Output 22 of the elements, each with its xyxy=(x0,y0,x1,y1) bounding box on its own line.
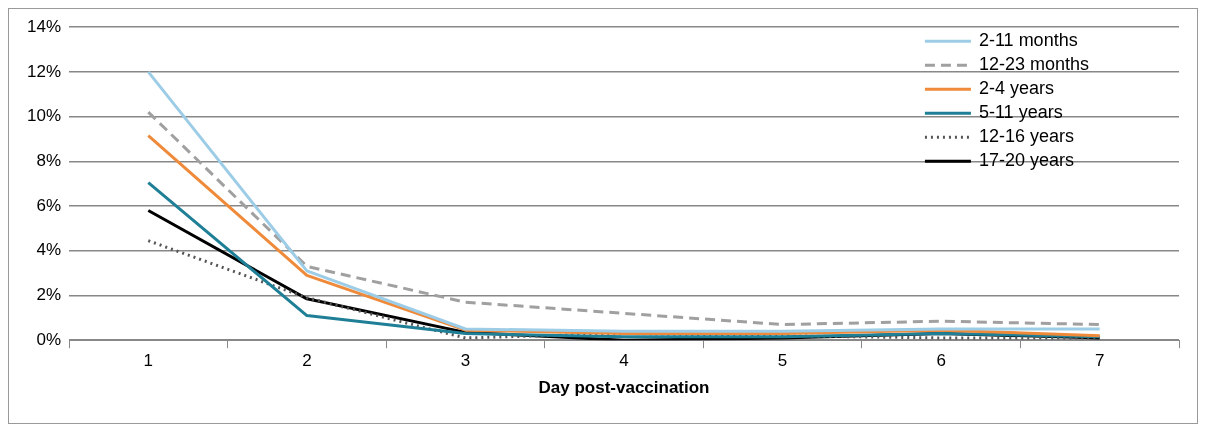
x-tick-label: 4 xyxy=(619,351,629,371)
legend-label: 5-11 years xyxy=(978,102,1063,123)
y-tick-label: 6% xyxy=(36,195,62,215)
y-tick-label: 0% xyxy=(36,329,62,349)
x-tick-label: 6 xyxy=(936,351,946,371)
y-tick-label: 8% xyxy=(36,151,62,171)
y-tick-label: 4% xyxy=(36,240,62,260)
x-tick-label: 3 xyxy=(460,351,471,371)
legend-label: 17-20 years xyxy=(978,150,1074,171)
x-tick-label: 5 xyxy=(777,351,788,371)
legend-label: 2-4 years xyxy=(978,78,1054,99)
x-tick-label: 2 xyxy=(302,351,312,371)
y-tick-label: 10% xyxy=(26,106,62,126)
legend-label: 12-16 years xyxy=(978,126,1074,147)
legend-label: 2-11 months xyxy=(978,30,1078,51)
x-axis-title: Day post-vaccination xyxy=(538,378,710,398)
y-tick-label: 2% xyxy=(36,285,62,305)
y-tick-label: 14% xyxy=(26,16,62,36)
x-tick-label: 7 xyxy=(1094,351,1105,371)
x-tick-label: 1 xyxy=(143,351,154,371)
legend-label: 12-23 months xyxy=(978,54,1090,75)
y-tick-label: 12% xyxy=(26,61,62,81)
